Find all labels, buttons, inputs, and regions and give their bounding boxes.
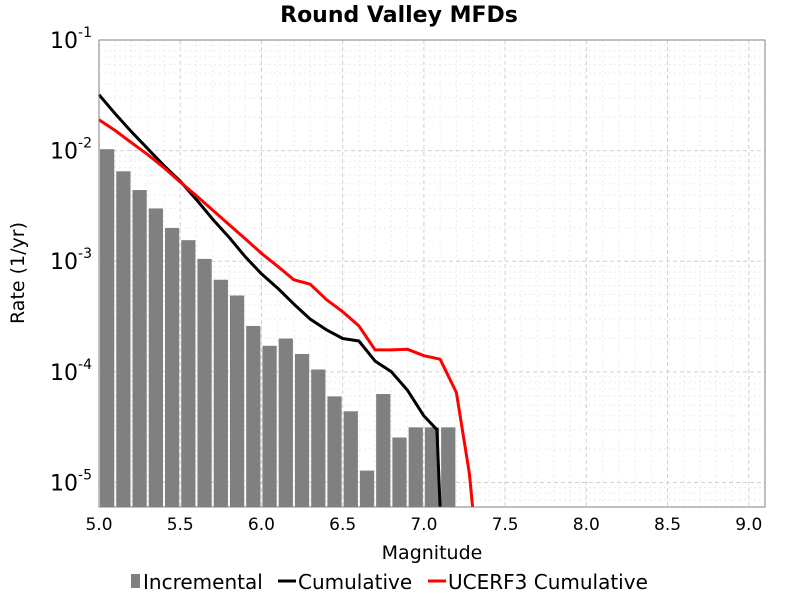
legend: Incremental Cumulative UCERF3 Cumulative (131, 570, 648, 594)
incremental-bar (197, 258, 212, 507)
incremental-bar (278, 338, 293, 507)
y-axis-label: Rate (1/yr) (7, 222, 29, 324)
cumulative-lines (97, 93, 475, 508)
plot-frame (98, 39, 766, 508)
x-tick-label: 8.5 (654, 515, 681, 535)
x-tick-labels: 5.0 5.5 6.0 6.5 7.0 7.5 8.0 8.5 9.0 (85, 515, 762, 535)
incremental-bar (311, 369, 326, 507)
x-tick-label: 8.0 (573, 515, 600, 535)
legend-label: Cumulative (298, 570, 412, 594)
incremental-bar (262, 345, 277, 507)
incremental-bar (100, 149, 115, 507)
incremental-bar (132, 190, 147, 507)
incremental-bar (408, 427, 423, 507)
y-tick-labels: 10-1 10-2 10-3 10-4 10-5 (50, 25, 92, 496)
y-tick-label: 10-1 (50, 25, 92, 54)
x-tick-label: 6.5 (329, 515, 356, 535)
legend-label: UCERF3 Cumulative (448, 570, 648, 594)
incremental-bar (294, 353, 310, 507)
incremental-bar (213, 279, 228, 507)
legend-swatch-incremental (131, 574, 140, 588)
incremental-bar (181, 240, 196, 507)
legend-label: Incremental (143, 570, 263, 594)
x-tick-label: 9.0 (735, 515, 762, 535)
x-tick-label: 6.0 (248, 515, 275, 535)
incremental-bar (164, 227, 180, 507)
incremental-bar (229, 295, 245, 507)
incremental-bar (359, 470, 375, 507)
x-tick-label: 5.0 (85, 515, 112, 535)
x-tick-label: 7.5 (492, 515, 519, 535)
y-tick-label: 10-5 (50, 467, 92, 496)
y-tick-label: 10-2 (50, 136, 92, 165)
x-tick-label: 7.0 (410, 515, 437, 535)
chart-title: Round Valley MFDs (280, 3, 518, 28)
incremental-bar (343, 411, 358, 507)
y-tick-label: 10-4 (50, 357, 92, 386)
incremental-bar (327, 396, 342, 507)
incremental-bar (392, 437, 407, 507)
incremental-bars (100, 149, 456, 508)
x-tick-label: 5.5 (167, 515, 194, 535)
incremental-bar (424, 427, 440, 507)
incremental-bar (116, 171, 131, 508)
x-axis-label: Magnitude (382, 542, 483, 564)
ucerf3-cumulative-line (98, 118, 475, 508)
incremental-bar (246, 325, 261, 507)
incremental-bar (148, 208, 163, 507)
cumulative-line (97, 93, 442, 508)
incremental-bar (441, 427, 456, 507)
y-tick-label: 10-3 (50, 246, 92, 275)
incremental-bar (376, 394, 391, 507)
